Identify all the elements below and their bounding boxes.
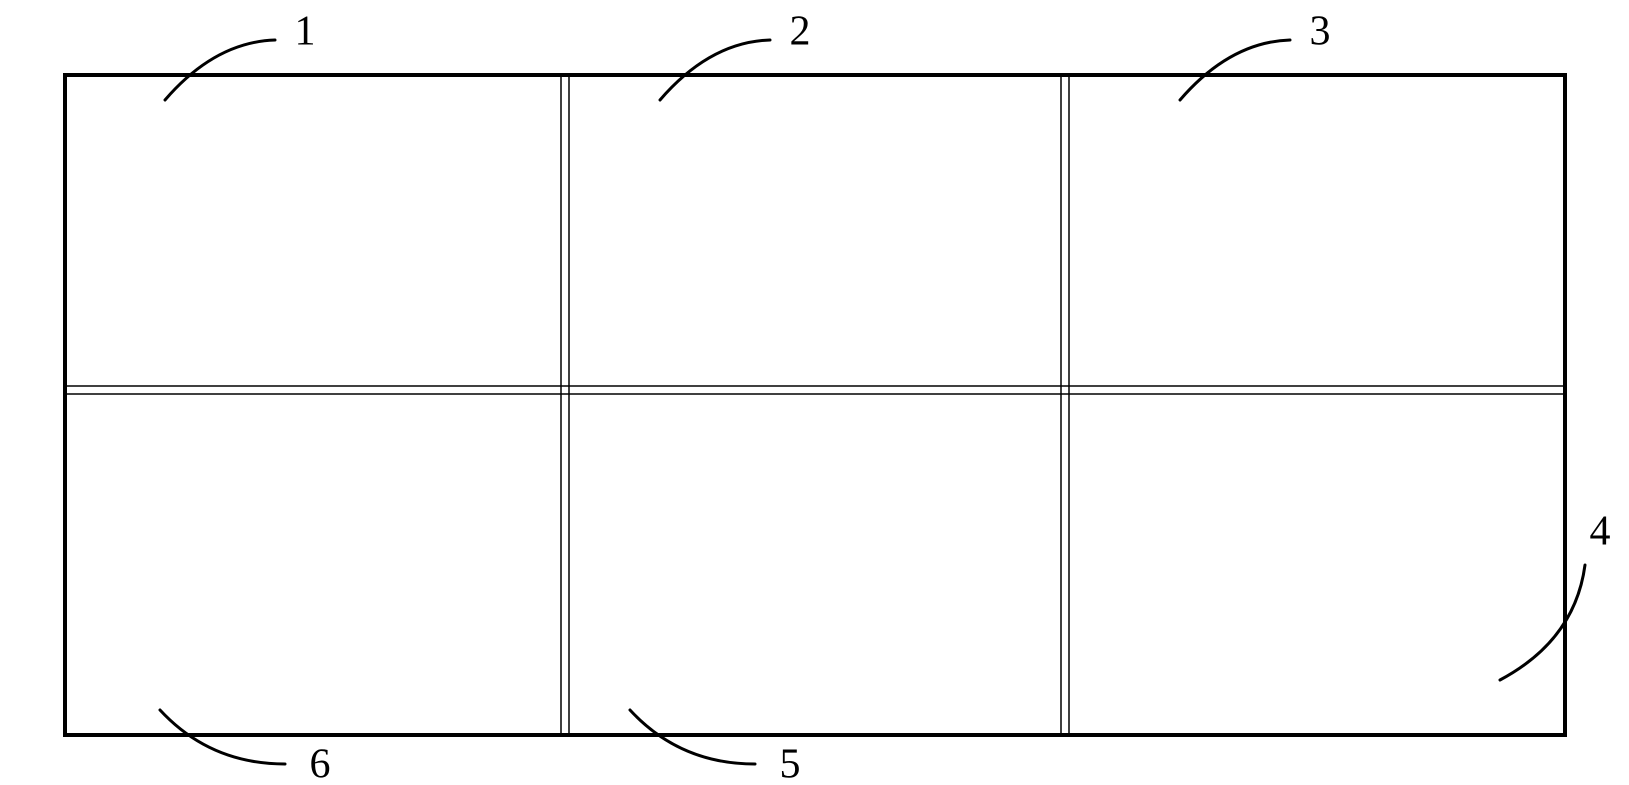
label-6: 6	[310, 742, 331, 785]
label-2: 2	[790, 9, 811, 55]
canvas-background	[0, 0, 1629, 785]
label-1: 1	[295, 9, 316, 55]
label-3: 3	[1310, 9, 1331, 55]
label-4: 4	[1590, 509, 1611, 555]
label-5: 5	[780, 742, 801, 785]
